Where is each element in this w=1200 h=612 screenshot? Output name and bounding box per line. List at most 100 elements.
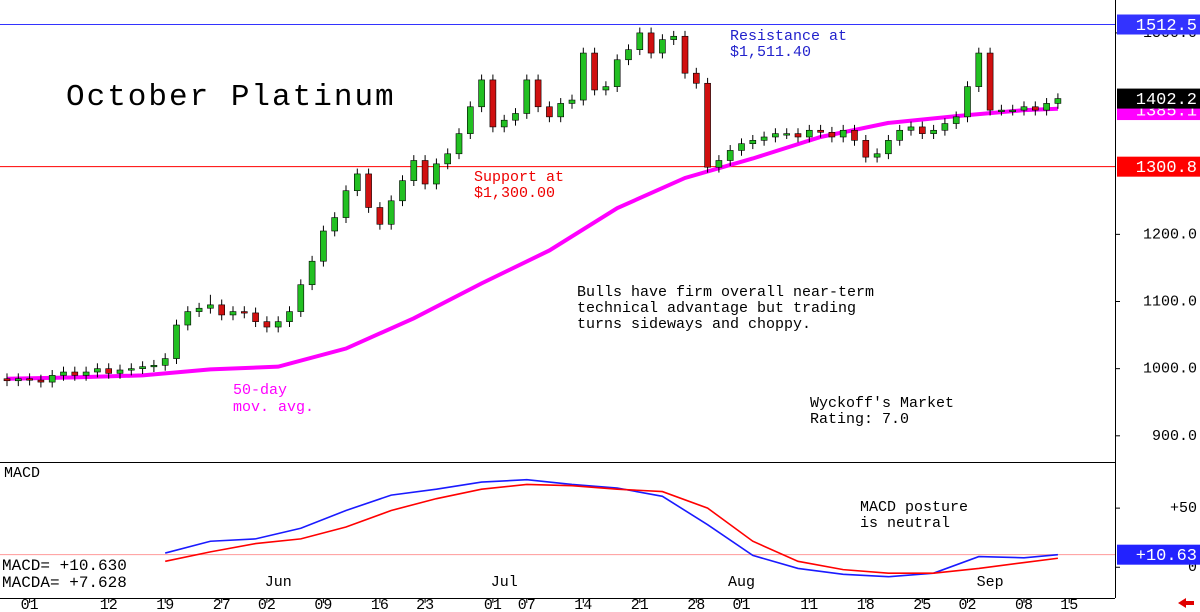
candle-body	[263, 321, 271, 328]
candle-body	[964, 86, 971, 118]
y-tick-label: 1200.0	[1143, 226, 1197, 243]
x-tick-label: 15	[1060, 597, 1078, 612]
candle-body	[851, 129, 858, 141]
x-tick-label: 08	[1015, 597, 1033, 612]
readout: MACD= +10.630	[2, 557, 127, 575]
scroll-arrow[interactable]	[1178, 598, 1194, 608]
value-box	[1117, 156, 1200, 177]
candle-body	[805, 129, 813, 138]
candle-body	[772, 133, 779, 138]
value-box	[1117, 88, 1200, 109]
y-tick-label: 1100.0	[1143, 293, 1197, 310]
x-tick-label: 25	[913, 597, 931, 612]
y-tick-label: 900.0	[1152, 428, 1197, 445]
candle-body	[1043, 103, 1050, 111]
candle-body	[726, 150, 734, 161]
candle-body	[591, 52, 598, 91]
annotation: Support at	[474, 169, 564, 186]
y-tick-label: 0	[1188, 559, 1197, 576]
candle-body	[150, 365, 158, 368]
x-tick-label: 01	[484, 597, 502, 612]
candle-body	[331, 217, 339, 232]
candle-body	[500, 119, 508, 128]
candle-body	[523, 79, 531, 114]
candle-body	[749, 140, 757, 145]
y-tick-label: 1000.0	[1143, 361, 1197, 378]
candle-body	[229, 311, 237, 316]
x-tick-label: 01	[21, 597, 39, 612]
candle-body	[433, 163, 440, 185]
x-tick-label: 18	[857, 597, 875, 612]
candle-body	[82, 371, 90, 376]
annotation: is neutral	[860, 515, 950, 532]
annotation: MACD posture	[860, 499, 968, 516]
annotation: Wyckoff's Market	[810, 395, 954, 412]
month-label: Aug	[728, 574, 755, 591]
x-tick-label: 21	[631, 597, 649, 612]
month-label: Jul	[491, 574, 518, 591]
x-tick-label: 16	[371, 597, 389, 612]
value-box	[1117, 544, 1200, 565]
candle-body	[839, 129, 847, 138]
candle-body	[794, 133, 802, 138]
candle-body	[365, 173, 372, 208]
readout-bg	[0, 574, 160, 591]
value-box-label: 1300.8	[1136, 159, 1197, 178]
candle-body	[896, 129, 904, 141]
candle-body	[489, 79, 497, 128]
candle-body	[218, 304, 225, 316]
candle-body	[625, 49, 632, 61]
candle-body	[252, 312, 259, 322]
candle-body	[941, 123, 949, 131]
candle-body	[161, 358, 169, 366]
candle-body	[342, 190, 350, 218]
candle-body	[1009, 109, 1017, 112]
candle-body	[998, 109, 1005, 112]
candle-body	[546, 106, 553, 118]
x-tick-label: 14	[574, 597, 592, 612]
candle-body	[975, 52, 983, 87]
candle-body	[128, 368, 135, 371]
candle-body	[207, 304, 214, 309]
candle-body	[37, 379, 45, 383]
candle-body	[952, 116, 960, 124]
candle-body	[828, 131, 836, 138]
candle-body	[692, 72, 700, 84]
candle-body	[444, 153, 452, 165]
x-tick-label: 02	[958, 597, 976, 612]
candle-body	[783, 133, 791, 136]
candle-body	[613, 59, 621, 87]
candle-body	[862, 140, 870, 158]
candle-body	[579, 52, 587, 101]
candle-body	[568, 99, 576, 104]
candle-body	[60, 371, 67, 376]
candle-body	[659, 39, 666, 54]
candle-body	[297, 284, 305, 312]
readout: MACDA= +7.628	[2, 574, 127, 592]
candle-body	[274, 321, 282, 328]
x-tick-label: 07	[518, 597, 536, 612]
candle-body	[704, 82, 711, 168]
candle-body	[986, 52, 994, 111]
candle-body	[557, 103, 565, 118]
candle-body	[94, 368, 101, 373]
readout-bg	[0, 557, 160, 574]
candle-body	[681, 35, 689, 74]
candle-body	[907, 126, 915, 131]
candle-body	[173, 324, 180, 359]
annotation: Rating: 7.0	[810, 411, 909, 428]
x-tick-label: 28	[687, 597, 705, 612]
chart-title: October Platinum	[66, 80, 396, 115]
candle-body	[105, 368, 112, 374]
candle-body	[387, 200, 395, 225]
candle-body	[71, 371, 79, 376]
candle-body	[353, 173, 361, 192]
annotation: turns sideways and choppy.	[577, 316, 811, 333]
candle-body	[116, 369, 124, 374]
candle-body	[817, 129, 824, 133]
annotation: mov. avg.	[233, 399, 314, 416]
x-tick-label: 01	[732, 597, 750, 612]
x-tick-label: 09	[314, 597, 332, 612]
x-tick-label: 23	[416, 597, 434, 612]
